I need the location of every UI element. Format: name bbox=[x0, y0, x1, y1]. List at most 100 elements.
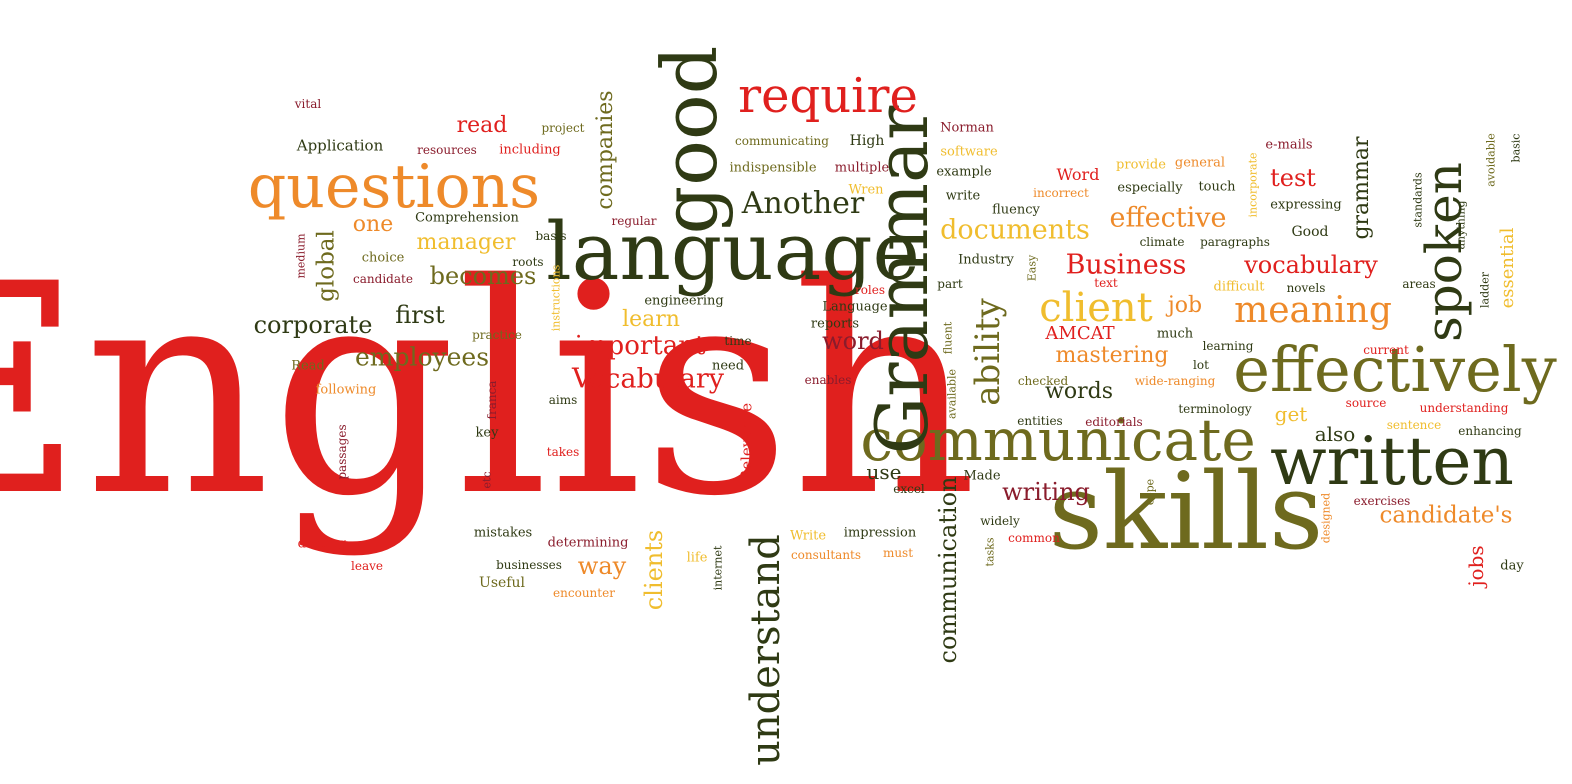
cloud-word-business: Business bbox=[1065, 249, 1187, 281]
cloud-word-language: language bbox=[546, 205, 920, 298]
cloud-word-tasks-vertical: tasks bbox=[983, 537, 997, 567]
cloud-word-expressing: expressing bbox=[1270, 197, 1342, 213]
cloud-word-entities: entities bbox=[1017, 414, 1063, 428]
cloud-word-passages-vertical: passages bbox=[335, 424, 349, 480]
cloud-word-must: must bbox=[882, 546, 914, 560]
cloud-word-amcat: AMCAT bbox=[1045, 323, 1115, 344]
cloud-word-medium-vertical: medium bbox=[294, 233, 308, 279]
cloud-word-terminology: terminology bbox=[1178, 402, 1252, 416]
cloud-word-life: life bbox=[686, 550, 708, 566]
cloud-word-made: Made bbox=[963, 468, 1001, 484]
cloud-word-english: English bbox=[0, 223, 978, 560]
cloud-word-ladder-vertical: ladder bbox=[1478, 272, 1492, 308]
cloud-word-etc-vertical: etc bbox=[480, 471, 494, 489]
cloud-word-written: written bbox=[1270, 423, 1514, 500]
cloud-word-jobs-vertical: jobs bbox=[1464, 545, 1488, 587]
cloud-word-basic-vertical: basic bbox=[1509, 133, 1523, 163]
cloud-word-mastering: mastering bbox=[1055, 343, 1169, 368]
cloud-word-touch: touch bbox=[1198, 179, 1236, 195]
cloud-word-practice: practice bbox=[472, 328, 522, 342]
cloud-word-designed-vertical: designed bbox=[1319, 492, 1333, 544]
cloud-word-require: require bbox=[738, 68, 918, 124]
cloud-word-understanding: understanding bbox=[1419, 401, 1509, 415]
cloud-word-read-small: Read bbox=[291, 358, 325, 374]
cloud-word-communication-vertical: communication bbox=[934, 476, 962, 664]
cloud-word-good-vertical: good bbox=[645, 45, 734, 235]
cloud-word-takes: takes bbox=[546, 445, 580, 459]
cloud-word-vocabulary-title: Vocabulary bbox=[571, 363, 725, 395]
cloud-word-aims: aims bbox=[548, 393, 578, 407]
cloud-word-franca-vertical: franca bbox=[485, 380, 499, 420]
cloud-word-regular: regular bbox=[611, 214, 657, 228]
cloud-word-effective: effective bbox=[1109, 202, 1227, 234]
cloud-word-test: test bbox=[1270, 164, 1316, 192]
cloud-word-relevance-vertical: Relevance bbox=[737, 402, 756, 482]
cloud-word-anything-vertical: anything bbox=[1454, 200, 1468, 250]
cloud-word-ability-vertical: ability bbox=[968, 298, 1008, 406]
cloud-word-day: day bbox=[1500, 558, 1524, 574]
cloud-word-leave: leave bbox=[351, 559, 383, 573]
cloud-word-excel: excel bbox=[893, 482, 925, 496]
cloud-word-consultants: consultants bbox=[790, 548, 862, 562]
cloud-word-example: example bbox=[936, 164, 992, 180]
cloud-word-editorials: editorials bbox=[1085, 415, 1143, 429]
cloud-word-get: get bbox=[1274, 402, 1308, 426]
cloud-word-part: part bbox=[937, 277, 963, 291]
cloud-word-fluency: fluency bbox=[992, 202, 1040, 218]
cloud-word-communicate: communicate bbox=[860, 406, 1256, 474]
cloud-word-avoidable-vertical: avoidable bbox=[1484, 133, 1498, 187]
cloud-word-important: important bbox=[574, 331, 706, 361]
cloud-word-high: High bbox=[849, 133, 885, 149]
cloud-word-grammar-small-vertical: grammar bbox=[1349, 136, 1374, 240]
cloud-word-wide-ranging: wide-ranging bbox=[1134, 374, 1216, 388]
cloud-word-source: source bbox=[1345, 396, 1387, 410]
cloud-word-write: write bbox=[945, 188, 981, 204]
cloud-word-enhancing: enhancing bbox=[1458, 424, 1522, 438]
cloud-word-time: time bbox=[724, 334, 752, 348]
cloud-word-words: words bbox=[1045, 379, 1113, 404]
cloud-word-basis: basis bbox=[535, 229, 567, 243]
cloud-word-following: following bbox=[315, 382, 377, 398]
cloud-word-effectively: effectively bbox=[1233, 333, 1557, 406]
cloud-word-application: Application bbox=[296, 136, 384, 155]
cloud-word-communicating: communicating bbox=[735, 134, 829, 148]
cloud-word-good-small: Good bbox=[1291, 224, 1329, 240]
cloud-word-lot: lot bbox=[1193, 358, 1209, 372]
cloud-word-widely: widely bbox=[980, 514, 1020, 528]
cloud-word-candidates: candidate's bbox=[1379, 502, 1513, 529]
cloud-word-including: including bbox=[499, 142, 561, 158]
cloud-word-industry: Industry bbox=[958, 252, 1014, 268]
cloud-word-enables: enables bbox=[804, 373, 852, 387]
cloud-word-mistakes: mistakes bbox=[473, 525, 533, 541]
cloud-word-roots: roots bbox=[512, 255, 544, 269]
cloud-word-choice: choice bbox=[361, 250, 405, 266]
cloud-word-grammar-vertical: Grammar bbox=[860, 105, 944, 455]
cloud-word-first: first bbox=[395, 301, 445, 329]
cloud-word-word: word bbox=[822, 327, 884, 355]
cloud-word-fluent-vertical: fluent bbox=[941, 321, 955, 355]
cloud-word-difficult: difficult bbox=[1213, 279, 1265, 295]
cloud-word-sentence: sentence bbox=[1386, 418, 1442, 432]
cloud-word-multiple: multiple bbox=[834, 160, 890, 176]
cloud-word-available-vertical: available bbox=[945, 369, 959, 419]
cloud-word-documents: documents bbox=[940, 214, 1090, 246]
cloud-word-incorporate-vertical: incorporate bbox=[1246, 152, 1260, 218]
cloud-word-standards-vertical: standards bbox=[1411, 172, 1425, 228]
cloud-word-exercises: exercises bbox=[1353, 494, 1411, 508]
cloud-word-vocabulary: vocabulary bbox=[1244, 251, 1378, 279]
cloud-word-provide: provide bbox=[1116, 157, 1166, 173]
cloud-word-determining: determining bbox=[547, 535, 629, 551]
cloud-word-clients-vertical: clients bbox=[640, 529, 668, 611]
cloud-word-emails: e-mails bbox=[1265, 137, 1313, 153]
cloud-word-reports: reports bbox=[810, 316, 860, 332]
cloud-word-businesses: businesses bbox=[496, 558, 562, 572]
cloud-word-essential-vertical: essential bbox=[1497, 227, 1518, 309]
cloud-word-understand-vertical: understand bbox=[743, 534, 789, 766]
cloud-word-language-small: Language bbox=[822, 299, 888, 315]
cloud-word-employees: employees bbox=[354, 342, 490, 372]
cloud-word-candidate: candidate bbox=[353, 272, 413, 286]
cloud-word-client: client bbox=[1039, 285, 1153, 331]
cloud-word-encounter: encounter bbox=[553, 586, 615, 600]
cloud-word-general: general bbox=[1174, 155, 1226, 171]
